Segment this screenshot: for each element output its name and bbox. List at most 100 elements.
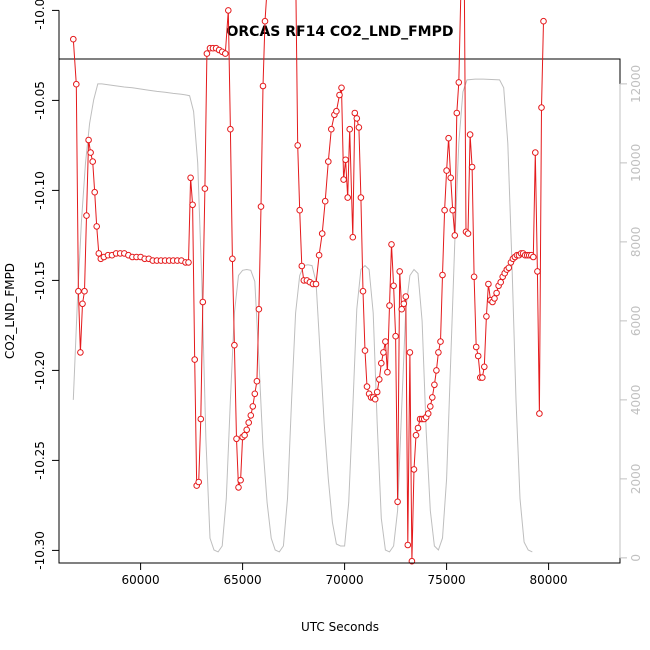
co2-point [466, 131, 474, 138]
y-axis-label: CO2_LND_FMPD [3, 263, 17, 359]
co2-point [355, 124, 363, 131]
y-axis: -10.30 -10.25 -10.20 -10.15 -10.10 -10.05 -10.… [33, 0, 60, 570]
co2-point [353, 115, 361, 122]
co2-point [203, 50, 211, 57]
co2-point [187, 174, 194, 182]
co2-point [453, 109, 461, 117]
co2-point [359, 287, 367, 295]
co2-point [437, 338, 444, 345]
co2-point [451, 232, 459, 239]
co2-point [349, 233, 357, 241]
co2-point [378, 359, 385, 367]
co2-point [363, 383, 371, 390]
co2-point [321, 197, 329, 205]
co2-point [70, 35, 77, 43]
co2-point [406, 349, 414, 356]
co2-point [390, 282, 397, 290]
plot-frame [58, 58, 621, 564]
co2-point [427, 403, 434, 410]
co2-point [433, 367, 440, 374]
co2-point [424, 410, 432, 417]
co2-point [376, 376, 383, 383]
y-tick-label: -10.05 [33, 81, 47, 120]
co2-point [294, 142, 302, 149]
co2-point [89, 158, 96, 165]
co2-point [429, 394, 436, 401]
y2-tick-label: 6000 [629, 306, 643, 337]
co2-point [534, 268, 541, 275]
altitude-line [72, 78, 533, 553]
co2-point [472, 343, 480, 351]
co2-point [491, 295, 498, 302]
co2-point [312, 280, 320, 288]
co2-point [261, 17, 269, 25]
co2-point [93, 223, 100, 230]
co2-point [431, 381, 438, 389]
co2-point [257, 203, 265, 210]
co2-point [253, 377, 261, 385]
co2-point [328, 125, 335, 133]
x-axis: 60000 65000 70000 75000 80000 [122, 562, 568, 587]
co2-point [386, 302, 393, 309]
co2-point [380, 349, 387, 356]
co2-point [233, 435, 240, 443]
co2-point [77, 349, 84, 356]
co2-point [95, 250, 103, 257]
co2-point [530, 253, 537, 261]
co2-point [222, 50, 229, 57]
co2-point [414, 424, 422, 432]
co2-point [199, 298, 207, 306]
co2-point [445, 134, 452, 142]
co2-point [245, 419, 252, 426]
co2-point [195, 478, 202, 486]
co2-point [532, 149, 539, 156]
co2-point [396, 268, 404, 275]
co2-point [201, 185, 209, 192]
co2-point [346, 125, 354, 133]
co2-point [536, 410, 543, 417]
co2-point [83, 212, 90, 219]
x-tick-label: 75000 [428, 573, 466, 587]
co2-point [485, 280, 492, 288]
co2-point [318, 230, 326, 237]
co2-point [384, 368, 391, 376]
co2-point [371, 395, 379, 403]
co2-point [410, 466, 418, 473]
co2-point [540, 17, 547, 25]
co2-point [189, 201, 196, 209]
co2-point [229, 255, 236, 263]
y2-tick-label: 2000 [629, 464, 643, 495]
co2-point [468, 163, 476, 171]
co2-point [361, 347, 369, 354]
co2-point [81, 287, 88, 295]
plot-area [58, 0, 621, 565]
y-tick-label: -10.30 [33, 531, 47, 570]
co2-point [247, 412, 255, 419]
co2-point [336, 91, 343, 99]
co2-point [470, 273, 478, 281]
y2-tick-label: 8000 [629, 227, 643, 258]
co2-point [191, 356, 198, 363]
co2-point [398, 305, 406, 313]
co2-point [325, 158, 332, 165]
co2-point [382, 338, 389, 345]
co2-point [412, 431, 420, 439]
co2-point [481, 363, 488, 371]
chart-title: ORCAS RF14 CO2_LND_FMPD [226, 24, 453, 40]
co2-point [479, 374, 486, 381]
co2-point [235, 484, 242, 491]
co2-point [241, 431, 248, 439]
y2-axis: 0 2000 4000 6000 8000 10000 12000 [619, 65, 643, 562]
co2-point [338, 84, 345, 92]
x-tick-label: 65000 [224, 573, 262, 587]
co2-point [392, 332, 399, 340]
co2-point [251, 390, 259, 398]
co2-point [333, 107, 340, 115]
y2-tick-label: 12000 [629, 65, 643, 103]
co2-point [483, 313, 490, 320]
y2-tick-label: 4000 [629, 385, 643, 416]
co2-point [197, 415, 205, 423]
co2-point [298, 262, 306, 270]
co2-point [464, 230, 472, 237]
